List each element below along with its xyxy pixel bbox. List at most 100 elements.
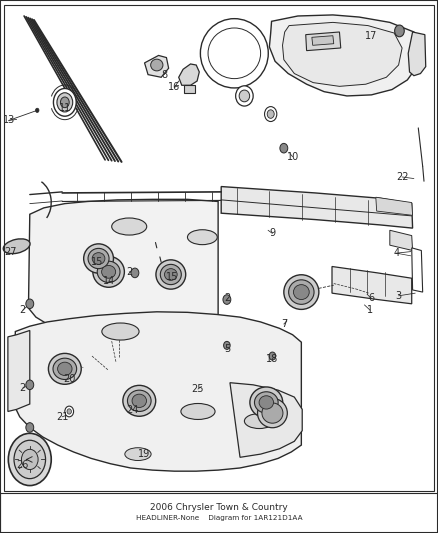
Ellipse shape bbox=[250, 387, 283, 418]
Ellipse shape bbox=[289, 280, 314, 304]
Text: 2: 2 bbox=[20, 383, 26, 393]
Text: 25: 25 bbox=[192, 384, 204, 394]
Ellipse shape bbox=[97, 261, 120, 282]
Text: 21: 21 bbox=[56, 412, 68, 422]
Ellipse shape bbox=[201, 19, 268, 88]
Ellipse shape bbox=[53, 358, 77, 379]
Ellipse shape bbox=[132, 394, 146, 407]
Text: 2: 2 bbox=[20, 305, 26, 315]
Ellipse shape bbox=[88, 248, 109, 269]
Text: 5: 5 bbox=[224, 344, 230, 354]
Polygon shape bbox=[390, 230, 413, 251]
Ellipse shape bbox=[60, 97, 69, 108]
Polygon shape bbox=[306, 32, 341, 51]
Ellipse shape bbox=[26, 380, 34, 390]
Bar bbox=[0, 493, 438, 533]
Text: 6: 6 bbox=[368, 294, 374, 303]
Ellipse shape bbox=[262, 403, 283, 423]
Polygon shape bbox=[8, 330, 30, 411]
Polygon shape bbox=[408, 32, 426, 76]
Text: 18: 18 bbox=[266, 354, 279, 364]
Text: 10: 10 bbox=[286, 152, 299, 161]
Ellipse shape bbox=[284, 275, 319, 309]
Ellipse shape bbox=[65, 406, 74, 417]
Ellipse shape bbox=[258, 399, 287, 427]
Text: 22: 22 bbox=[396, 172, 408, 182]
Text: 14: 14 bbox=[102, 277, 115, 286]
Ellipse shape bbox=[244, 414, 274, 429]
Ellipse shape bbox=[21, 449, 38, 470]
Text: HEADLINER-None    Diagram for 1AR121D1AA: HEADLINER-None Diagram for 1AR121D1AA bbox=[136, 515, 302, 521]
Text: 27: 27 bbox=[5, 247, 17, 256]
Text: 13: 13 bbox=[3, 116, 15, 125]
Ellipse shape bbox=[84, 244, 113, 273]
Ellipse shape bbox=[26, 299, 34, 309]
Polygon shape bbox=[332, 266, 412, 304]
Ellipse shape bbox=[8, 433, 51, 486]
Ellipse shape bbox=[160, 264, 181, 285]
Ellipse shape bbox=[267, 110, 274, 118]
Polygon shape bbox=[312, 36, 334, 45]
Text: 2: 2 bbox=[126, 267, 132, 277]
Ellipse shape bbox=[395, 25, 404, 37]
Polygon shape bbox=[283, 22, 402, 86]
Ellipse shape bbox=[26, 423, 34, 432]
Text: 3: 3 bbox=[396, 291, 402, 301]
Ellipse shape bbox=[293, 285, 309, 300]
Ellipse shape bbox=[187, 230, 217, 245]
Ellipse shape bbox=[123, 385, 156, 416]
Polygon shape bbox=[28, 199, 218, 340]
Ellipse shape bbox=[131, 268, 139, 278]
Ellipse shape bbox=[102, 323, 139, 340]
Polygon shape bbox=[221, 187, 413, 228]
Text: 2006 Chrysler Town & Country: 2006 Chrysler Town & Country bbox=[150, 503, 288, 512]
Ellipse shape bbox=[259, 395, 273, 409]
Text: 15: 15 bbox=[91, 257, 103, 267]
Ellipse shape bbox=[280, 143, 288, 153]
Text: 2: 2 bbox=[224, 294, 230, 303]
Ellipse shape bbox=[254, 392, 278, 413]
Ellipse shape bbox=[53, 88, 76, 116]
Ellipse shape bbox=[3, 239, 30, 254]
Text: 26: 26 bbox=[17, 460, 29, 470]
Ellipse shape bbox=[265, 107, 277, 122]
Ellipse shape bbox=[156, 260, 186, 289]
Polygon shape bbox=[184, 85, 195, 93]
Text: 8: 8 bbox=[161, 70, 167, 79]
Text: 15: 15 bbox=[166, 272, 178, 282]
Polygon shape bbox=[230, 383, 302, 457]
Ellipse shape bbox=[181, 403, 215, 419]
Ellipse shape bbox=[48, 353, 81, 384]
Polygon shape bbox=[269, 15, 420, 96]
Text: 24: 24 bbox=[126, 406, 138, 415]
Ellipse shape bbox=[269, 352, 276, 360]
Text: 17: 17 bbox=[365, 31, 378, 41]
Ellipse shape bbox=[239, 90, 250, 102]
Ellipse shape bbox=[125, 448, 151, 461]
Ellipse shape bbox=[223, 295, 231, 304]
Ellipse shape bbox=[93, 256, 124, 287]
Ellipse shape bbox=[164, 269, 177, 280]
Text: 4: 4 bbox=[393, 248, 399, 258]
Text: 11: 11 bbox=[59, 103, 71, 112]
Ellipse shape bbox=[151, 59, 163, 71]
Text: 9: 9 bbox=[269, 229, 276, 238]
Ellipse shape bbox=[14, 440, 46, 479]
Text: 16: 16 bbox=[168, 83, 180, 92]
Ellipse shape bbox=[236, 86, 253, 106]
Ellipse shape bbox=[224, 342, 230, 350]
Polygon shape bbox=[179, 64, 199, 85]
Ellipse shape bbox=[35, 108, 39, 112]
Text: 1: 1 bbox=[367, 305, 373, 315]
Ellipse shape bbox=[112, 218, 147, 235]
Text: 19: 19 bbox=[138, 449, 150, 459]
Polygon shape bbox=[376, 197, 413, 215]
Text: 20: 20 bbox=[63, 375, 75, 384]
Ellipse shape bbox=[102, 265, 116, 278]
Ellipse shape bbox=[208, 28, 261, 78]
Polygon shape bbox=[145, 55, 169, 77]
Ellipse shape bbox=[67, 409, 71, 414]
Ellipse shape bbox=[92, 253, 105, 264]
Ellipse shape bbox=[127, 390, 151, 411]
Polygon shape bbox=[412, 248, 423, 292]
